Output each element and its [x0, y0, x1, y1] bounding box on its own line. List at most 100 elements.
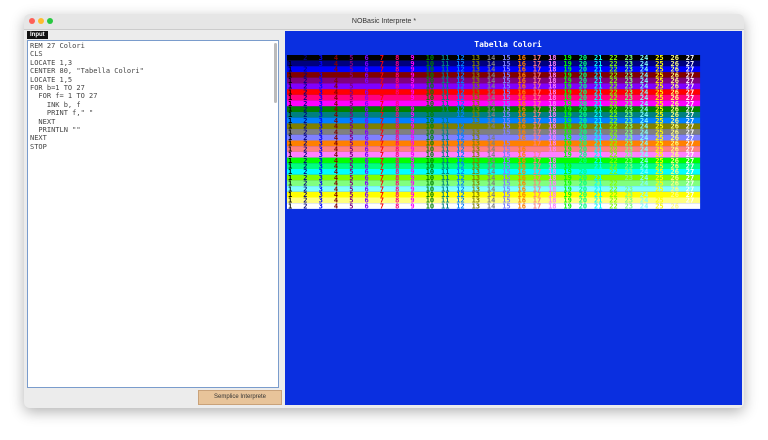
color-number: 18 — [548, 180, 556, 188]
color-number: 25 — [655, 174, 663, 182]
color-number: 4 — [334, 88, 338, 96]
color-number: 13 — [472, 191, 480, 199]
row-background — [287, 180, 701, 187]
color-number: 27 — [686, 191, 694, 199]
run-button[interactable]: Semplice Interprete — [198, 390, 282, 405]
color-number: 25 — [655, 202, 663, 210]
color-number: 8 — [395, 60, 399, 68]
color-number: 9 — [410, 100, 414, 108]
color-number: 10 — [426, 197, 434, 205]
color-number: 22 — [609, 111, 617, 119]
color-number: 27 — [686, 145, 694, 153]
color-number: 25 — [655, 134, 663, 142]
color-number: 11 — [441, 134, 449, 142]
color-number: 5 — [349, 180, 353, 188]
color-number: 3 — [319, 140, 323, 148]
color-number: 12 — [456, 168, 464, 176]
color-number: 4 — [334, 123, 338, 131]
color-number: 22 — [609, 128, 617, 136]
color-number: 13 — [472, 202, 480, 210]
color-number: 19 — [563, 163, 571, 171]
color-number: 15 — [502, 134, 510, 142]
color-number: 8 — [395, 151, 399, 159]
color-number: 23 — [625, 117, 633, 125]
color-number: 20 — [579, 94, 587, 102]
color-number: 6 — [365, 71, 369, 79]
color-number: 6 — [365, 88, 369, 96]
color-number: 13 — [472, 123, 480, 131]
color-number: 20 — [579, 134, 587, 142]
color-number: 22 — [609, 174, 617, 182]
color-number: 4 — [334, 191, 338, 199]
row-background — [287, 60, 701, 67]
color-number: 8 — [395, 197, 399, 205]
color-number: 3 — [319, 71, 323, 79]
color-number: 16 — [518, 180, 526, 188]
color-number: 15 — [502, 202, 510, 210]
color-number: 19 — [563, 88, 571, 96]
color-number: 10 — [426, 202, 434, 210]
row-background — [287, 197, 701, 204]
color-number: 24 — [640, 100, 648, 108]
color-number: 8 — [395, 54, 399, 62]
output-title: Tabella Colori — [474, 39, 542, 49]
color-number: 3 — [319, 202, 323, 210]
color-number: 17 — [533, 202, 541, 210]
color-number: 25 — [655, 111, 663, 119]
close-button[interactable] — [29, 18, 35, 24]
color-number: 2 — [303, 174, 307, 182]
color-number: 7 — [380, 117, 384, 125]
color-number: 16 — [518, 134, 526, 142]
row-background — [287, 123, 701, 130]
color-number: 21 — [594, 191, 602, 199]
color-number: 3 — [319, 185, 323, 193]
input-tab[interactable]: Input — [27, 31, 48, 39]
color-number: 6 — [365, 197, 369, 205]
color-number: 3 — [319, 128, 323, 136]
color-number: 23 — [625, 88, 633, 96]
color-number: 14 — [487, 71, 495, 79]
color-number: 2 — [303, 185, 307, 193]
code-editor[interactable]: REM 27 Colori CLS LOCATE 1,3 CENTER 80, "Ta… — [27, 40, 279, 388]
color-number: 20 — [579, 106, 587, 114]
color-number: 13 — [472, 157, 480, 165]
color-number: 27 — [686, 168, 694, 176]
color-number: 21 — [594, 71, 602, 79]
color-number: 15 — [502, 180, 510, 188]
color-number: 4 — [334, 60, 338, 68]
code-line: NEXT — [30, 134, 47, 143]
color-number: 25 — [655, 117, 663, 125]
color-number: 10 — [426, 180, 434, 188]
color-number: 14 — [487, 77, 495, 85]
color-number: 23 — [625, 60, 633, 68]
code-line: REM 27 Colori — [30, 42, 85, 50]
color-number: 8 — [395, 123, 399, 131]
color-number: 15 — [502, 66, 510, 74]
color-number: 6 — [365, 123, 369, 131]
color-number: 5 — [349, 145, 353, 153]
color-number: 24 — [640, 106, 648, 114]
color-number: 10 — [426, 83, 434, 91]
color-number: 12 — [456, 66, 464, 74]
color-number: 7 — [380, 54, 384, 62]
color-number: 5 — [349, 191, 353, 199]
color-number: 17 — [533, 66, 541, 74]
zoom-button[interactable] — [47, 18, 53, 24]
color-number: 20 — [579, 174, 587, 182]
scrollbar[interactable] — [274, 43, 277, 103]
color-number: 26 — [671, 117, 679, 125]
color-number: 2 — [303, 94, 307, 102]
color-number: 11 — [441, 123, 449, 131]
row-background — [287, 174, 701, 181]
minimize-button[interactable] — [38, 18, 44, 24]
color-number: 27 — [686, 140, 694, 148]
color-number: 3 — [319, 66, 323, 74]
code-line: LOCATE 1,3 — [30, 58, 73, 67]
color-number: 12 — [456, 128, 464, 136]
color-number: 10 — [426, 106, 434, 114]
color-number: 19 — [563, 100, 571, 108]
color-number: 6 — [365, 145, 369, 153]
color-number: 4 — [334, 128, 338, 136]
color-number: 5 — [349, 111, 353, 119]
color-number: 25 — [655, 185, 663, 193]
